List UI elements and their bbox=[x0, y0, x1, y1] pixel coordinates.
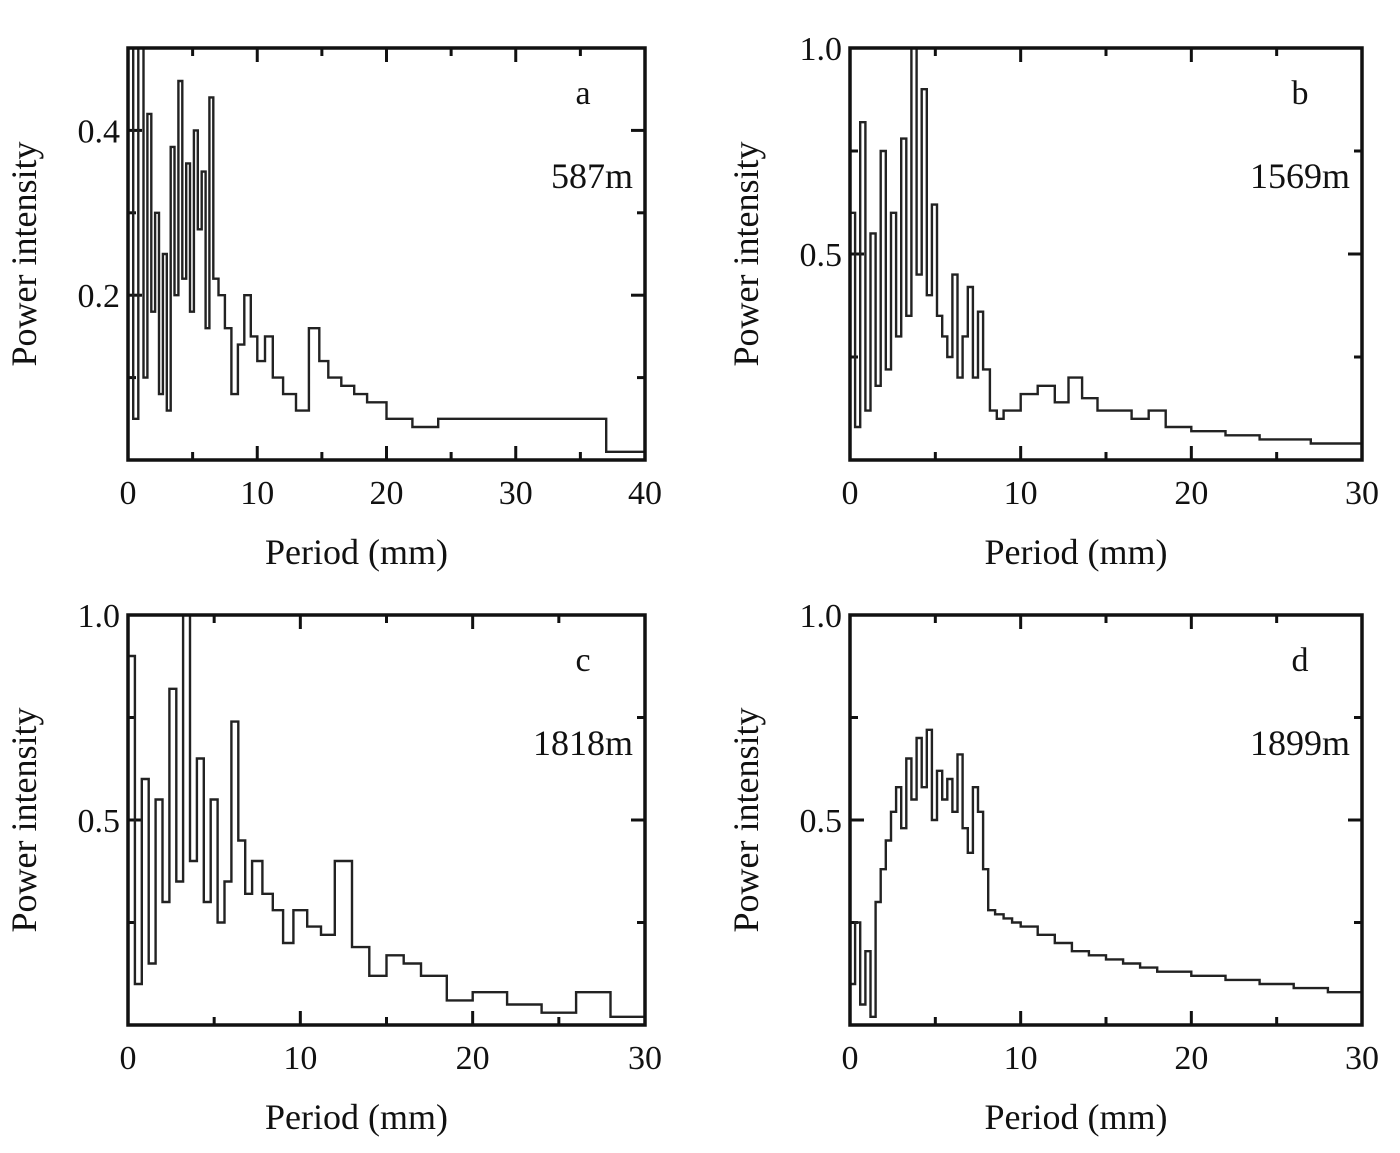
x-tick-label: 0 bbox=[120, 475, 137, 512]
y-tick-label: 1.0 bbox=[800, 31, 843, 68]
y-tick-label: 0.5 bbox=[800, 237, 843, 274]
panel-letter: a bbox=[575, 75, 590, 112]
y-tick-label: 0.2 bbox=[78, 278, 121, 315]
x-tick-label: 0 bbox=[842, 475, 859, 512]
series-line-d bbox=[850, 728, 1362, 1018]
x-tick-label: 30 bbox=[1345, 1040, 1379, 1077]
series-line-b bbox=[850, 46, 1362, 445]
plot-frame bbox=[848, 46, 1364, 462]
x-tick-label: 40 bbox=[628, 475, 662, 512]
y-tick-label: 1.0 bbox=[78, 598, 121, 635]
y-tick-label: 0.5 bbox=[800, 803, 843, 840]
x-tick-label: 20 bbox=[1174, 475, 1208, 512]
depth-annotation: 587m bbox=[551, 156, 633, 196]
x-tick-label: 30 bbox=[628, 1040, 662, 1077]
plot-frame bbox=[126, 46, 647, 462]
series-line-c bbox=[128, 613, 645, 1018]
x-tick-label: 10 bbox=[1004, 475, 1038, 512]
y-axis-title: Power intensity bbox=[4, 708, 44, 933]
panel-c: 0 10 20 30 0.5 1.0 Period (mm) Power intensity c… bbox=[4, 598, 662, 1137]
panel-a: 0 10 20 30 40 0.2 0.4 Period (mm) Power intensit… bbox=[4, 46, 662, 572]
x-tick-label: 30 bbox=[499, 475, 533, 512]
y-tick-label: 0.4 bbox=[78, 113, 121, 150]
plot-frame bbox=[126, 613, 647, 1027]
x-tick-label: 20 bbox=[1174, 1040, 1208, 1077]
x-tick-label: 0 bbox=[120, 1040, 137, 1077]
series-line-a bbox=[128, 46, 645, 453]
x-axis-title: Period (mm) bbox=[265, 532, 448, 572]
depth-annotation: 1569m bbox=[1250, 156, 1350, 196]
x-tick-label: 30 bbox=[1345, 475, 1379, 512]
depth-annotation: 1899m bbox=[1250, 723, 1350, 763]
y-axis-title: Power intensity bbox=[4, 142, 44, 367]
x-tick-label: 10 bbox=[240, 475, 274, 512]
x-tick-label: 10 bbox=[283, 1040, 317, 1077]
x-tick-label: 20 bbox=[370, 475, 404, 512]
panel-letter: b bbox=[1292, 75, 1309, 112]
x-tick-label: 20 bbox=[456, 1040, 490, 1077]
panel-d: 0 10 20 30 0.5 1.0 Period (mm) Power intensity d… bbox=[726, 598, 1379, 1137]
panel-letter: c bbox=[575, 642, 590, 679]
y-axis-title: Power intensity bbox=[726, 708, 766, 933]
depth-annotation: 1818m bbox=[533, 723, 633, 763]
y-tick-label: 0.5 bbox=[78, 803, 121, 840]
x-tick-label: 10 bbox=[1004, 1040, 1038, 1077]
y-axis-title: Power intensity bbox=[726, 142, 766, 367]
panel-letter: d bbox=[1292, 642, 1309, 679]
x-tick-label: 0 bbox=[842, 1040, 859, 1077]
y-tick-label: 1.0 bbox=[800, 598, 843, 635]
panel-b: 0 10 20 30 0.5 1.0 Period (mm) Power intensity b… bbox=[726, 31, 1379, 572]
plot-frame bbox=[848, 613, 1364, 1027]
x-axis-title: Period (mm) bbox=[265, 1097, 448, 1137]
x-axis-title: Period (mm) bbox=[985, 1097, 1168, 1137]
x-axis-title: Period (mm) bbox=[985, 532, 1168, 572]
